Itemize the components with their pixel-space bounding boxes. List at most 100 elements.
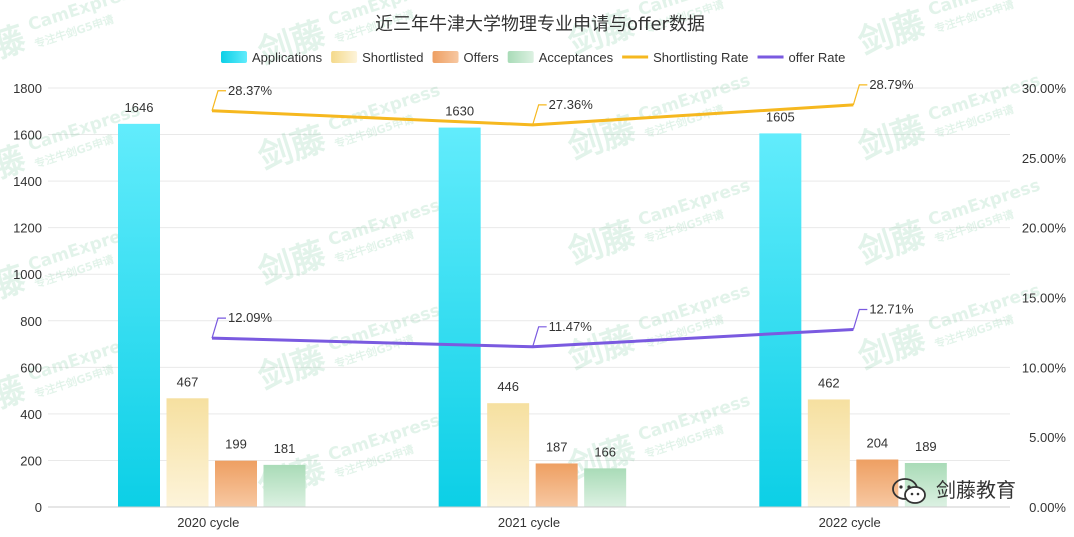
lines-layer [211,84,868,349]
bar-value-label: 1646 [125,100,154,115]
bar-value-label: 189 [915,439,937,454]
right-axis-tick-label: 10.00% [1022,360,1067,375]
line-value-label: 28.79% [869,77,914,92]
right-axis-tick-label: 30.00% [1022,81,1067,96]
right-axis-tick-label: 25.00% [1022,151,1067,166]
bar-acceptances [584,468,627,507]
x-axis-category-label: 2021 cycle [498,515,560,530]
left-axis-tick-label: 1000 [13,267,42,282]
legend-item-shortlisted: Shortlisted [331,50,424,65]
bar-value-label: 446 [497,379,519,394]
corner-brand-label: 剑藤教育 [936,478,1016,502]
line-label-leader [852,308,868,330]
watermark-brand: 剑藤 [254,119,331,178]
legend-item-offer-rate: offer Rate [757,50,846,65]
bar-applications [759,133,802,507]
bar-value-label: 187 [546,439,568,454]
line-label-leader [211,317,226,339]
legend-label: offer Rate [789,50,846,65]
line-value-label: 27.36% [549,97,594,112]
axes-layer: 0 200 400 600 800 1000 1200 1400 1600 1800 0.00% 5.… [13,81,1066,530]
watermark-brand: 剑藤 [854,109,931,168]
legend-swatch [507,51,534,63]
corner-brand: 剑藤教育 [892,478,1016,504]
legend-label: Shortlisting Rate [653,50,748,65]
line-label-leader [532,326,547,347]
legend-swatch [331,51,358,63]
legend-item-shortlisting-rate: Shortlisting Rate [622,50,749,65]
bar-offers [856,459,899,507]
right-axis-tick-label: 5.00% [1029,430,1066,445]
bar-value-label: 199 [225,437,247,452]
watermark-brand: 剑藤 [254,339,331,398]
left-axis-tick-label: 200 [20,453,42,468]
legend-label: Acceptances [539,50,614,65]
right-axis-tick-label: 20.00% [1022,221,1067,236]
watermark-brand: 剑藤 [854,214,931,273]
line-value-label: 11.47% [549,319,593,334]
bar-offers [215,460,257,507]
bar-shortlisted [807,399,850,507]
x-axis-category-label: 2022 cycle [819,515,881,530]
watermark-brand: 剑藤 [254,234,331,293]
left-axis-tick-label: 400 [20,407,42,422]
labels-layer: 1646 1630 1605 467 446 462 199 187 204 181 166 189 2… [125,77,937,459]
right-axis-tick-label: 0.00% [1029,500,1066,515]
legend-label: Offers [464,50,500,65]
bar-value-label: 204 [866,436,888,451]
left-axis-tick-label: 1600 [13,128,42,143]
legend-item-acceptances: Acceptances [507,50,614,65]
legend-label: Applications [252,50,323,65]
bar-applications [118,123,160,507]
watermark-brand: 剑藤 [854,4,931,63]
legend-label: Shortlisted [362,50,423,65]
bar-applications [438,127,481,508]
left-axis-tick-label: 1200 [13,221,42,236]
wechat-icon [892,478,926,504]
legend-item-applications: Applications [221,50,323,65]
bar-value-label: 462 [818,375,840,390]
bar-value-label: 181 [274,441,296,456]
left-axis-tick-label: 1800 [13,81,42,96]
right-axis-tick-label: 15.00% [1022,291,1067,306]
line-label-leader [852,84,868,106]
chart-title: 近三年牛津大学物理专业申请与offer数据 [375,14,705,35]
line-value-label: 12.09% [228,310,273,325]
left-axis-tick-label: 600 [20,360,42,375]
bar-acceptances [263,464,306,507]
legend-swatch [221,51,247,63]
left-axis-tick-label: 1400 [13,174,42,189]
line-value-label: 12.71% [869,301,914,316]
bar-offers [535,463,578,507]
watermark-brand: 剑藤 [564,214,641,273]
legend-swatch [432,51,459,63]
bar-shortlisted [487,403,530,507]
line-value-label: 28.37% [228,83,273,98]
left-axis-tick-label: 0 [35,500,42,515]
left-axis-tick-label: 800 [20,314,42,329]
x-axis-category-label: 2020 cycle [177,515,239,530]
bar-shortlisted [166,398,209,507]
legend-layer: Applications Shortlisted Offers Acceptances… [221,50,845,65]
bar-value-label: 467 [177,374,199,389]
bar-value-label: 1605 [766,109,795,124]
bars-layer [118,123,947,508]
line-label-leader [211,90,226,111]
watermark-brand: 剑藤 [0,139,31,198]
legend-item-offers: Offers [432,50,500,65]
watermark-brand: 剑藤 [0,19,31,78]
bar-value-label: 1630 [445,104,474,119]
watermark-brand: 剑藤 [854,319,931,378]
line-label-leader [532,104,547,126]
bar-value-label: 166 [594,444,616,459]
